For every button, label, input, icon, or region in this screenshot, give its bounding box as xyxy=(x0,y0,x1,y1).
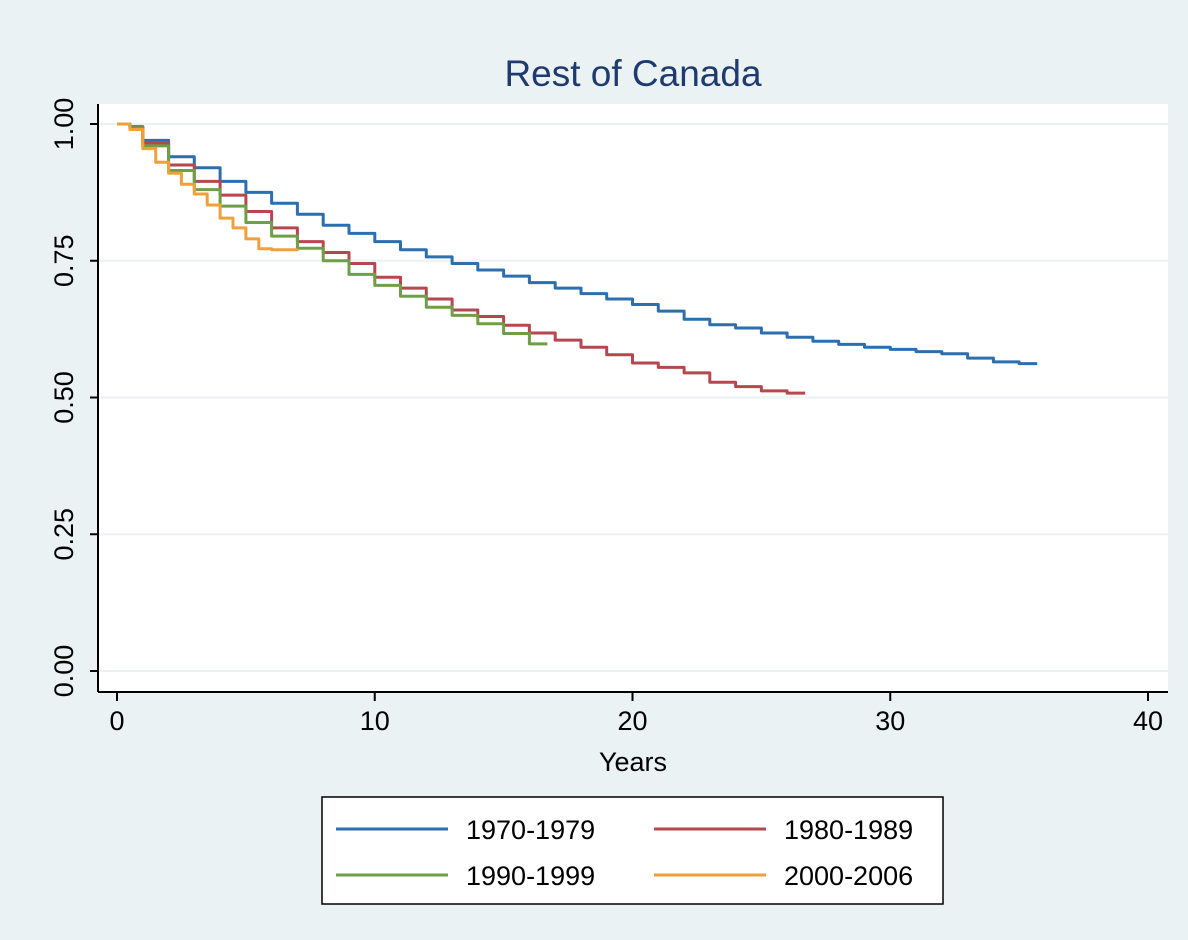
series-line-1 xyxy=(117,122,1038,366)
y-tick-label-2: 0.50 xyxy=(49,371,79,424)
legend-label-3: 1990-1999 xyxy=(466,861,595,891)
legend-box xyxy=(321,796,944,905)
series-line-4 xyxy=(117,122,299,252)
x-axis-label: Years xyxy=(599,747,667,777)
legend-label-1: 1970-1979 xyxy=(466,815,595,845)
y-tick-label-1: 0.25 xyxy=(49,508,79,561)
legend: 1970-1979 1980-1989 1990-1999 2000-2006 xyxy=(321,796,944,905)
axes: 0.00 0.25 0.50 0.75 1.00 0 10 20 30 40 xyxy=(49,98,1168,736)
x-tick-label-3: 30 xyxy=(875,706,905,736)
y-tick-label-0: 0.00 xyxy=(49,645,79,698)
legend-label-4: 2000-2006 xyxy=(784,861,913,891)
x-tick-label-0: 0 xyxy=(109,706,124,736)
y-tick-label-4: 1.00 xyxy=(49,98,79,151)
x-tick-label-4: 40 xyxy=(1133,706,1163,736)
grid-lines xyxy=(98,123,1168,672)
x-tick-label-1: 10 xyxy=(360,706,390,736)
y-tick-label-3: 0.75 xyxy=(49,234,79,287)
series-lines xyxy=(117,122,1038,395)
x-tick-label-2: 20 xyxy=(617,706,647,736)
legend-label-2: 1980-1989 xyxy=(784,815,913,845)
series-line-2 xyxy=(117,122,806,395)
chart-title: Rest of Canada xyxy=(504,53,762,94)
